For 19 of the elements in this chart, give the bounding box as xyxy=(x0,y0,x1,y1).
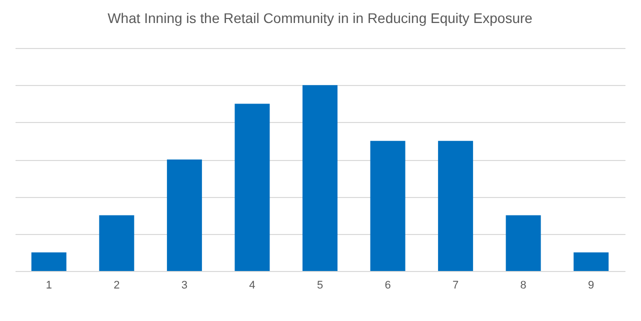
x-tick-label: 3 xyxy=(181,280,188,292)
bar xyxy=(234,104,270,271)
x-tick-label: 6 xyxy=(384,280,391,292)
x-tick-label: 9 xyxy=(588,280,594,292)
bar xyxy=(370,140,406,271)
x-tick-label: 1 xyxy=(46,280,52,292)
chart-title: What Inning is the Retail Community in in Reducing Equity Exposure xyxy=(108,10,533,26)
x-tick-label: 5 xyxy=(316,280,324,292)
bar xyxy=(438,140,474,271)
bar xyxy=(302,85,338,271)
x-tick-label: 4 xyxy=(249,280,256,292)
bar xyxy=(506,215,541,271)
bar xyxy=(166,160,202,271)
bar xyxy=(31,252,66,271)
bar xyxy=(99,215,134,271)
x-tick-label: 7 xyxy=(452,280,459,292)
x-tick-label: 2 xyxy=(114,280,120,292)
bar xyxy=(574,252,609,271)
x-tick-label: 8 xyxy=(520,280,526,292)
